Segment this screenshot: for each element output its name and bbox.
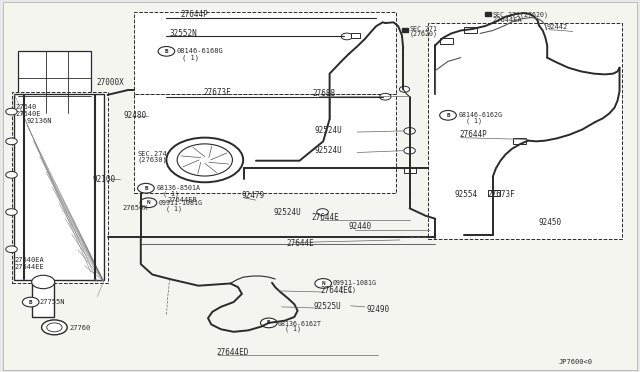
- Text: 92490: 92490: [366, 305, 389, 314]
- Text: 92524U: 92524U: [274, 208, 301, 217]
- Bar: [488, 190, 500, 196]
- Bar: [134, 12, 396, 94]
- Circle shape: [260, 318, 277, 328]
- Circle shape: [140, 198, 157, 208]
- Text: 27644ED: 27644ED: [216, 348, 249, 357]
- Text: (27620): (27620): [410, 31, 438, 38]
- Bar: [428, 23, 622, 239]
- Bar: [513, 138, 526, 144]
- Text: 92136N: 92136N: [27, 118, 52, 124]
- Text: 92442: 92442: [547, 24, 568, 30]
- Bar: [134, 94, 396, 193]
- Circle shape: [404, 147, 415, 154]
- Bar: [18, 51, 91, 113]
- Text: 92480: 92480: [124, 111, 147, 120]
- Text: 27755N: 27755N: [40, 299, 65, 305]
- Text: 27640E: 27640E: [15, 111, 41, 117]
- Circle shape: [315, 279, 332, 288]
- Text: 27644EE: 27644EE: [14, 264, 44, 270]
- Text: 92440: 92440: [349, 222, 372, 231]
- Text: 27673F: 27673F: [488, 190, 515, 199]
- Circle shape: [6, 171, 17, 178]
- Text: 92100: 92100: [93, 175, 116, 184]
- Circle shape: [6, 108, 17, 115]
- Text: 27640EA: 27640EA: [14, 257, 44, 263]
- Text: ( 1): ( 1): [285, 326, 301, 333]
- Text: SEC.274: SEC.274: [138, 151, 167, 157]
- Text: 92525U: 92525U: [314, 302, 341, 311]
- Text: 27650X: 27650X: [123, 205, 148, 211]
- Bar: [351, 33, 360, 38]
- Bar: [14, 94, 104, 280]
- Text: 27644EA: 27644EA: [493, 17, 522, 23]
- Circle shape: [440, 110, 456, 120]
- Text: SEC.271: SEC.271: [410, 26, 438, 32]
- Text: 27644E: 27644E: [311, 213, 339, 222]
- Circle shape: [177, 144, 232, 176]
- Circle shape: [158, 46, 175, 56]
- Text: B: B: [29, 299, 33, 305]
- Text: 09911-1081G: 09911-1081G: [333, 280, 377, 286]
- Circle shape: [22, 297, 39, 307]
- Text: (27630): (27630): [138, 157, 167, 163]
- Text: 08136-6162T: 08136-6162T: [278, 321, 322, 327]
- Text: 27644EB: 27644EB: [168, 197, 197, 203]
- Text: 92554: 92554: [454, 190, 477, 199]
- Text: ( 1): ( 1): [466, 118, 482, 124]
- Text: 27644P: 27644P: [460, 130, 487, 139]
- Text: 27688: 27688: [312, 89, 335, 98]
- Text: B: B: [144, 186, 148, 191]
- Text: 32552N: 32552N: [170, 29, 197, 38]
- Text: 92524U: 92524U: [315, 146, 342, 155]
- Text: ( 1): ( 1): [166, 205, 182, 212]
- Circle shape: [32, 275, 55, 289]
- Text: 08146-6168G: 08146-6168G: [177, 48, 223, 54]
- Text: B: B: [446, 113, 450, 118]
- Text: 27644EC: 27644EC: [320, 286, 353, 295]
- Text: 08146-6162G: 08146-6162G: [458, 112, 502, 118]
- Circle shape: [138, 183, 154, 193]
- Text: 27760: 27760: [69, 325, 90, 331]
- Text: JP7600<0: JP7600<0: [558, 359, 592, 365]
- Text: B: B: [164, 49, 168, 54]
- Bar: [485, 12, 491, 16]
- Circle shape: [399, 86, 410, 92]
- Circle shape: [6, 246, 17, 253]
- Text: B: B: [267, 320, 271, 326]
- Text: 92479: 92479: [242, 191, 265, 200]
- Text: 08136-8501A: 08136-8501A: [156, 185, 200, 191]
- Text: ( 1): ( 1): [340, 286, 356, 293]
- Bar: [32, 282, 54, 317]
- Circle shape: [166, 138, 243, 182]
- Circle shape: [341, 33, 353, 40]
- Circle shape: [380, 93, 391, 100]
- Circle shape: [47, 323, 62, 332]
- Circle shape: [404, 128, 415, 134]
- Text: 27673F: 27673F: [204, 88, 231, 97]
- Circle shape: [6, 209, 17, 215]
- Bar: [12, 92, 108, 283]
- Text: N: N: [147, 200, 150, 205]
- Text: 09911-1081G: 09911-1081G: [159, 200, 203, 206]
- Text: 92450: 92450: [539, 218, 562, 227]
- Text: 92524U: 92524U: [315, 126, 342, 135]
- Circle shape: [42, 320, 67, 335]
- Text: N: N: [321, 281, 325, 286]
- Bar: [464, 27, 477, 33]
- Text: 27644P: 27644P: [180, 10, 208, 19]
- Text: ( 1): ( 1): [163, 191, 179, 198]
- Text: 27644E: 27644E: [287, 239, 314, 248]
- Text: 27000X: 27000X: [96, 78, 124, 87]
- Text: 27640: 27640: [15, 104, 36, 110]
- Text: ( 1): ( 1): [182, 54, 200, 61]
- Bar: [440, 38, 453, 44]
- Bar: [404, 168, 416, 173]
- Text: SEC.271(27620): SEC.271(27620): [493, 12, 548, 18]
- Circle shape: [317, 209, 328, 215]
- Circle shape: [6, 138, 17, 145]
- Bar: [402, 28, 408, 32]
